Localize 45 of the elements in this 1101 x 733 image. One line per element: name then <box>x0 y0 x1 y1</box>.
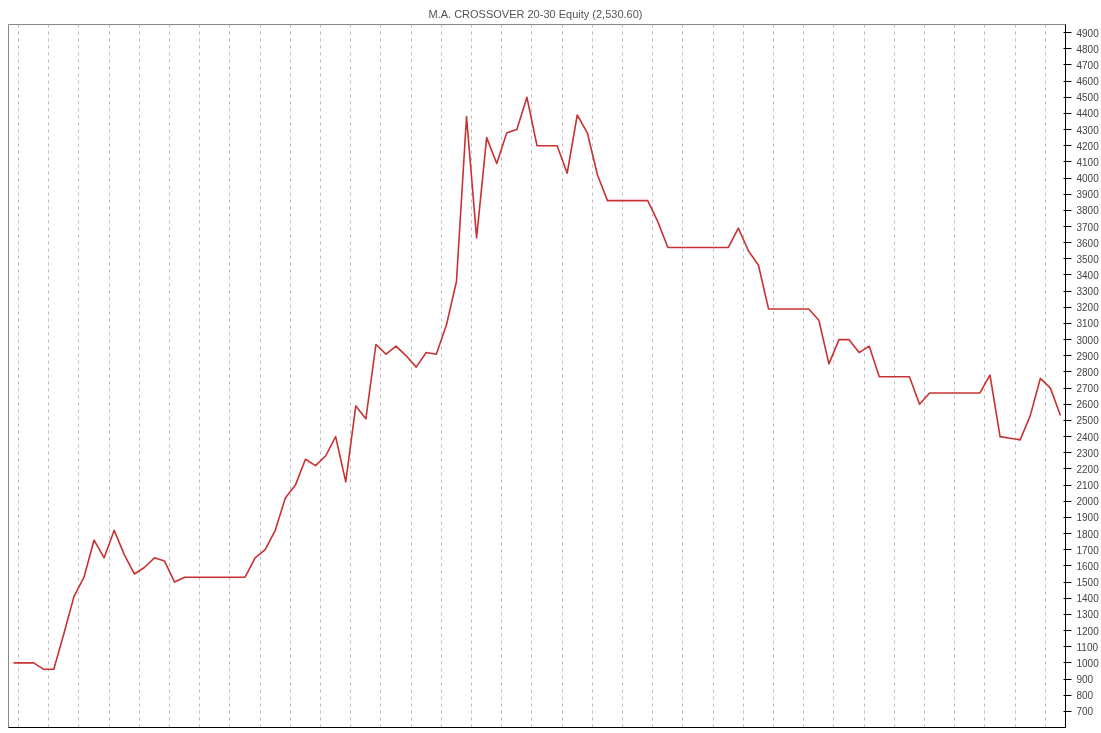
y-tick-label: 1500 <box>1076 577 1100 589</box>
y-tick-label: 1000 <box>1076 657 1100 669</box>
y-tick-label: 2000 <box>1076 496 1100 508</box>
y-tick-label: 4900 <box>1076 27 1100 39</box>
y-tick-label: 4600 <box>1076 76 1100 88</box>
y-tick-label: 4800 <box>1076 43 1100 55</box>
y-tick-label: 1900 <box>1076 512 1100 524</box>
y-tick-label: 3100 <box>1076 318 1100 330</box>
y-tick-label: 1600 <box>1076 560 1100 572</box>
chart-title: M.A. CROSSOVER 20-30 Equity (2,530.60) <box>428 7 643 20</box>
y-tick-label: 2600 <box>1076 399 1100 411</box>
y-tick-label: 4300 <box>1076 124 1100 136</box>
y-tick-label: 4400 <box>1076 108 1100 120</box>
y-tick-label: 3500 <box>1076 253 1100 265</box>
y-tick-label: 2100 <box>1076 480 1100 492</box>
y-tick-label: 4500 <box>1076 92 1100 104</box>
line-series <box>12 96 1062 671</box>
y-tick-label: 4100 <box>1076 156 1100 168</box>
y-tick-label: 3400 <box>1076 269 1100 281</box>
y-tick-label: 3600 <box>1076 237 1100 249</box>
y-tick-label: 3300 <box>1076 286 1100 298</box>
y-tick-label: 800 <box>1076 690 1094 702</box>
y-tick-label: 2400 <box>1076 431 1100 443</box>
y-tick-label: 4200 <box>1076 140 1100 152</box>
y-tick-label: 2500 <box>1076 415 1100 427</box>
y-tick-label: 900 <box>1076 674 1094 686</box>
y-tick-label: 1700 <box>1076 544 1100 556</box>
y-tick-label: 2300 <box>1076 447 1100 459</box>
y-tick-label: 2800 <box>1076 366 1100 378</box>
y-tick-label: 2900 <box>1076 350 1100 362</box>
y-tick-label: 1800 <box>1076 528 1100 540</box>
y-tick-label: 1200 <box>1076 625 1100 637</box>
y-tick-label: 4000 <box>1076 173 1100 185</box>
y-tick-label: 3800 <box>1076 205 1100 217</box>
y-tick-label: 1300 <box>1076 609 1100 621</box>
y-tick-label: 3900 <box>1076 189 1100 201</box>
y-tick-label: 3000 <box>1076 334 1100 346</box>
y-tick-label: 1400 <box>1076 593 1100 605</box>
y-tick-label: 2200 <box>1076 463 1100 475</box>
y-tick-label: 3700 <box>1076 221 1100 233</box>
y-tick-label: 700 <box>1076 706 1094 718</box>
y-tick-label: 4700 <box>1076 59 1100 71</box>
y-tick-label: 3200 <box>1076 302 1100 314</box>
y-tick-label: 2700 <box>1076 383 1100 395</box>
y-tick-label: 1100 <box>1076 641 1099 653</box>
